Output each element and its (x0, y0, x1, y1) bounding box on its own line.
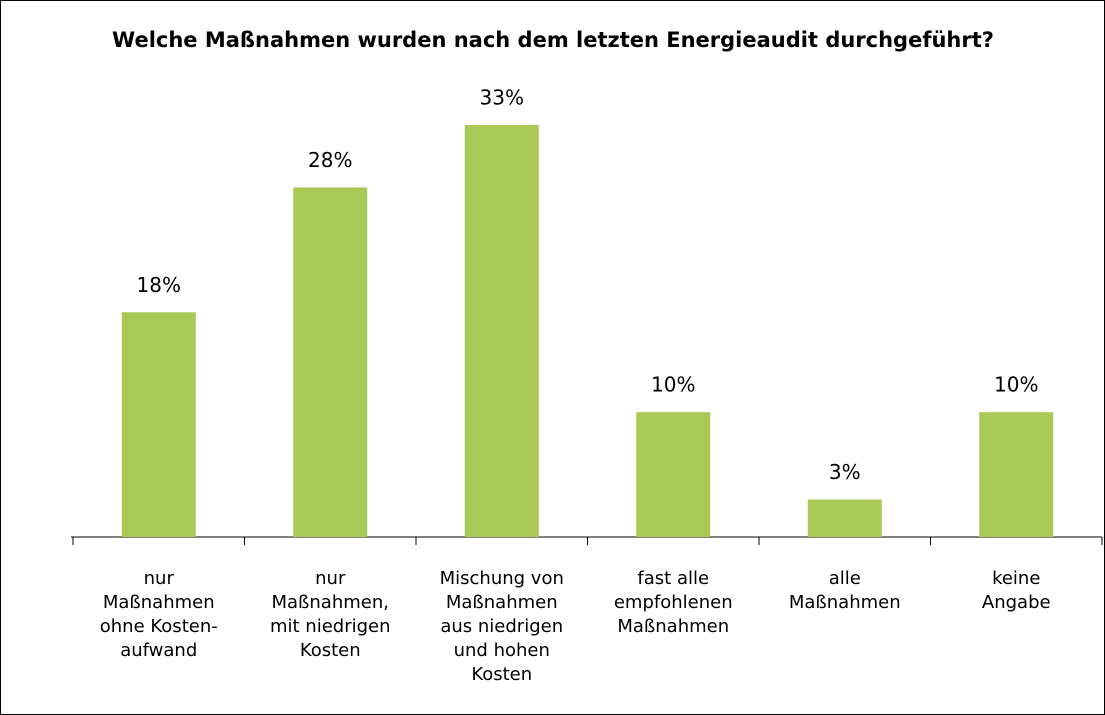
bar (807, 499, 882, 537)
bar (121, 312, 196, 537)
bar (636, 412, 711, 537)
x-tick-label: fast alle empfohlenen Maßnahmen (613, 568, 733, 637)
value-label: 18% (137, 273, 181, 297)
value-label: 10% (994, 373, 1038, 397)
chart-title: Welche Maßnahmen wurden nach dem letzten… (112, 28, 994, 52)
bar (464, 125, 539, 537)
x-tick-label: nur Maßnahmen, mit niedrigen Kosten (269, 568, 391, 661)
value-label: 10% (651, 373, 695, 397)
value-label: 3% (829, 460, 861, 484)
x-tick-label: alle Maßnahmen (788, 568, 901, 613)
bar (979, 412, 1054, 537)
value-label: 33% (480, 86, 524, 110)
x-tick-label: nur Maßnahmen ohne Kosten- aufwand (99, 568, 218, 661)
value-label: 28% (308, 148, 352, 172)
x-tick-label: keine Angabe (981, 568, 1051, 613)
bar (293, 187, 368, 537)
x-tick-label: Mischung von Maßnahmen aus niedrigen und… (439, 568, 564, 685)
